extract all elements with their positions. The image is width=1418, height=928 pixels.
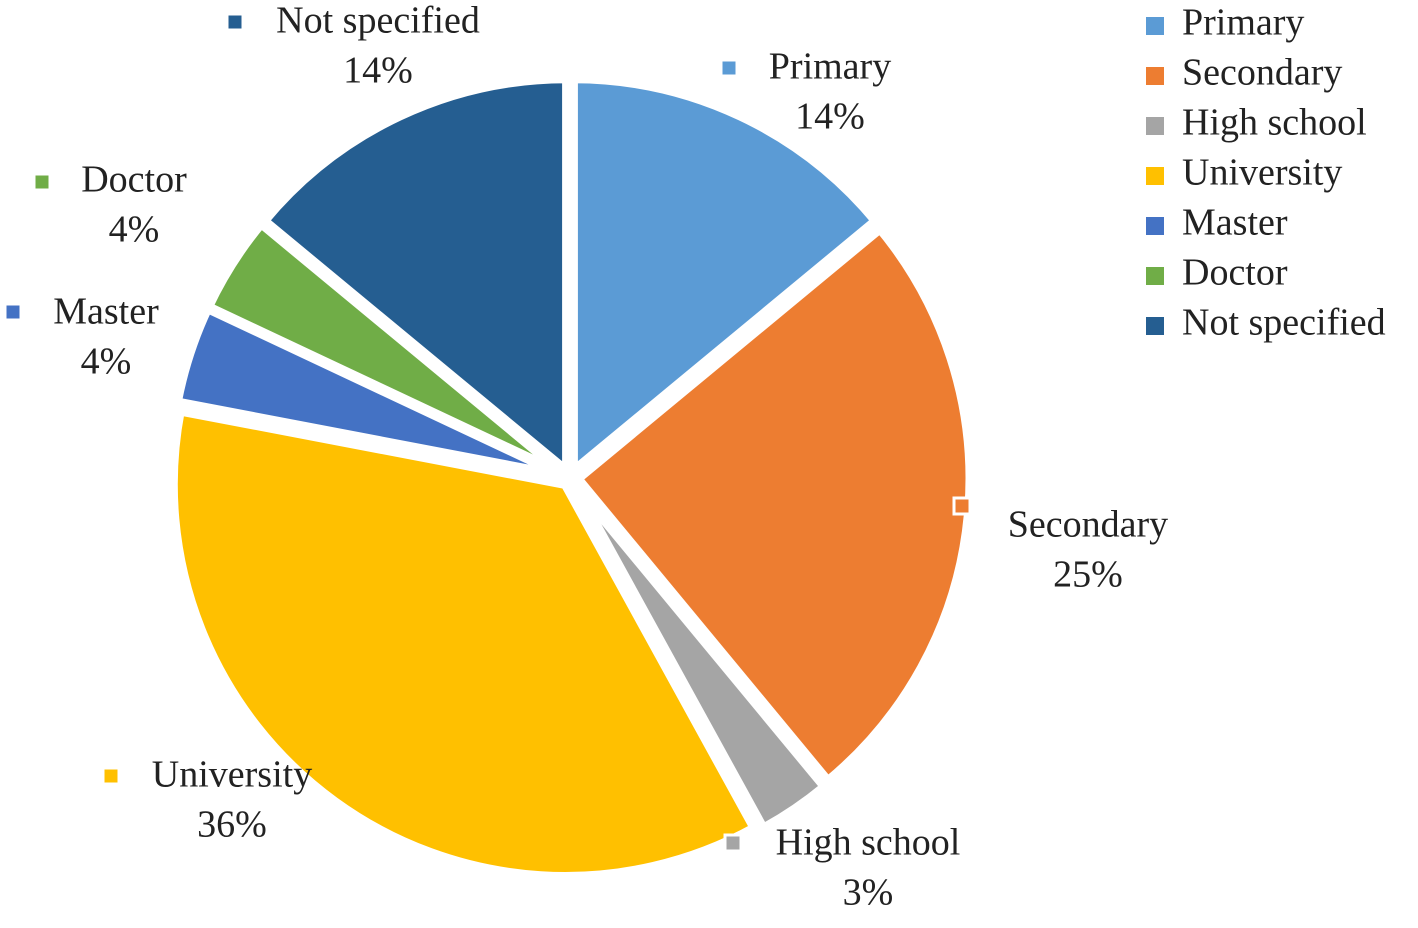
pie-slice-primary: [568, 74, 882, 481]
data-label-category-not-specified: Not specified: [276, 0, 480, 42]
legend-swatch-secondary: [1146, 67, 1164, 85]
legend-entry-high-school: High school: [1146, 102, 1367, 144]
data-label-secondary: Secondary 25%: [952, 496, 1168, 596]
data-label-doctor: Doctor 4%: [32, 159, 187, 251]
pie-slice-not-specified: [258, 74, 572, 481]
legend-entry-not-specified: Not specified: [1146, 302, 1386, 344]
data-label-marker-primary: [719, 58, 739, 78]
legend-swatch-not-specified: [1146, 317, 1164, 335]
data-label-category-primary: Primary: [769, 46, 891, 88]
data-label-marker-doctor: [32, 172, 52, 192]
data-label-marker-secondary: [952, 496, 972, 516]
legend-label-not-specified: Not specified: [1182, 302, 1386, 344]
data-label-category-high-school: High school: [776, 822, 961, 864]
data-label-value-master: 4%: [81, 341, 132, 383]
data-label-marker-high-school: [723, 833, 743, 853]
pie-slice-secondary: [571, 222, 975, 788]
data-label-category-secondary: Secondary: [1008, 504, 1168, 546]
data-label-master: Master 4%: [3, 291, 159, 383]
legend-label-secondary: Secondary: [1182, 52, 1342, 94]
legend-swatch-doctor: [1146, 267, 1164, 285]
data-label-primary: Primary 14%: [719, 46, 891, 138]
data-label-marker-master: [3, 302, 23, 322]
legend-entry-master: Master: [1146, 202, 1288, 244]
data-label-university: University 36%: [101, 754, 312, 846]
legend-swatch-university: [1146, 167, 1164, 185]
legend-label-university: University: [1182, 152, 1342, 194]
data-label-category-master: Master: [53, 291, 159, 333]
data-label-value-high-school: 3%: [843, 872, 894, 914]
legend-swatch-high-school: [1146, 117, 1164, 135]
legend-entry-secondary: Secondary: [1146, 52, 1342, 94]
data-label-not-specified: Not specified 14%: [225, 0, 480, 92]
data-label-category-doctor: Doctor: [81, 159, 187, 201]
data-label-value-not-specified: 14%: [343, 50, 413, 92]
legend-label-high-school: High school: [1182, 102, 1367, 144]
data-label-category-university: University: [152, 754, 312, 796]
legend-label-primary: Primary: [1182, 2, 1304, 44]
legend-label-doctor: Doctor: [1182, 252, 1288, 294]
data-label-high-school: High school 3%: [723, 822, 961, 914]
data-label-marker-university: [101, 766, 121, 786]
legend-entry-primary: Primary: [1146, 2, 1304, 44]
pie-slices: [168, 74, 975, 881]
legend-label-master: Master: [1182, 202, 1288, 244]
data-label-value-secondary: 25%: [1053, 554, 1123, 596]
pie-slice-university: [168, 405, 761, 881]
data-label-value-university: 36%: [197, 804, 267, 846]
legend-entry-university: University: [1146, 152, 1342, 194]
legend: Primary Secondary High school University Mas…: [1146, 2, 1386, 344]
pie-slice-high-school: [570, 481, 831, 835]
data-label-value-primary: 14%: [795, 96, 865, 138]
data-label-marker-not-specified: [225, 12, 245, 32]
legend-swatch-master: [1146, 217, 1164, 235]
legend-swatch-primary: [1146, 17, 1164, 35]
data-labels: Primary 14% Secondary 25% High school 3% Unive…: [3, 0, 1168, 914]
data-label-value-doctor: 4%: [109, 209, 160, 251]
legend-entry-doctor: Doctor: [1146, 252, 1288, 294]
